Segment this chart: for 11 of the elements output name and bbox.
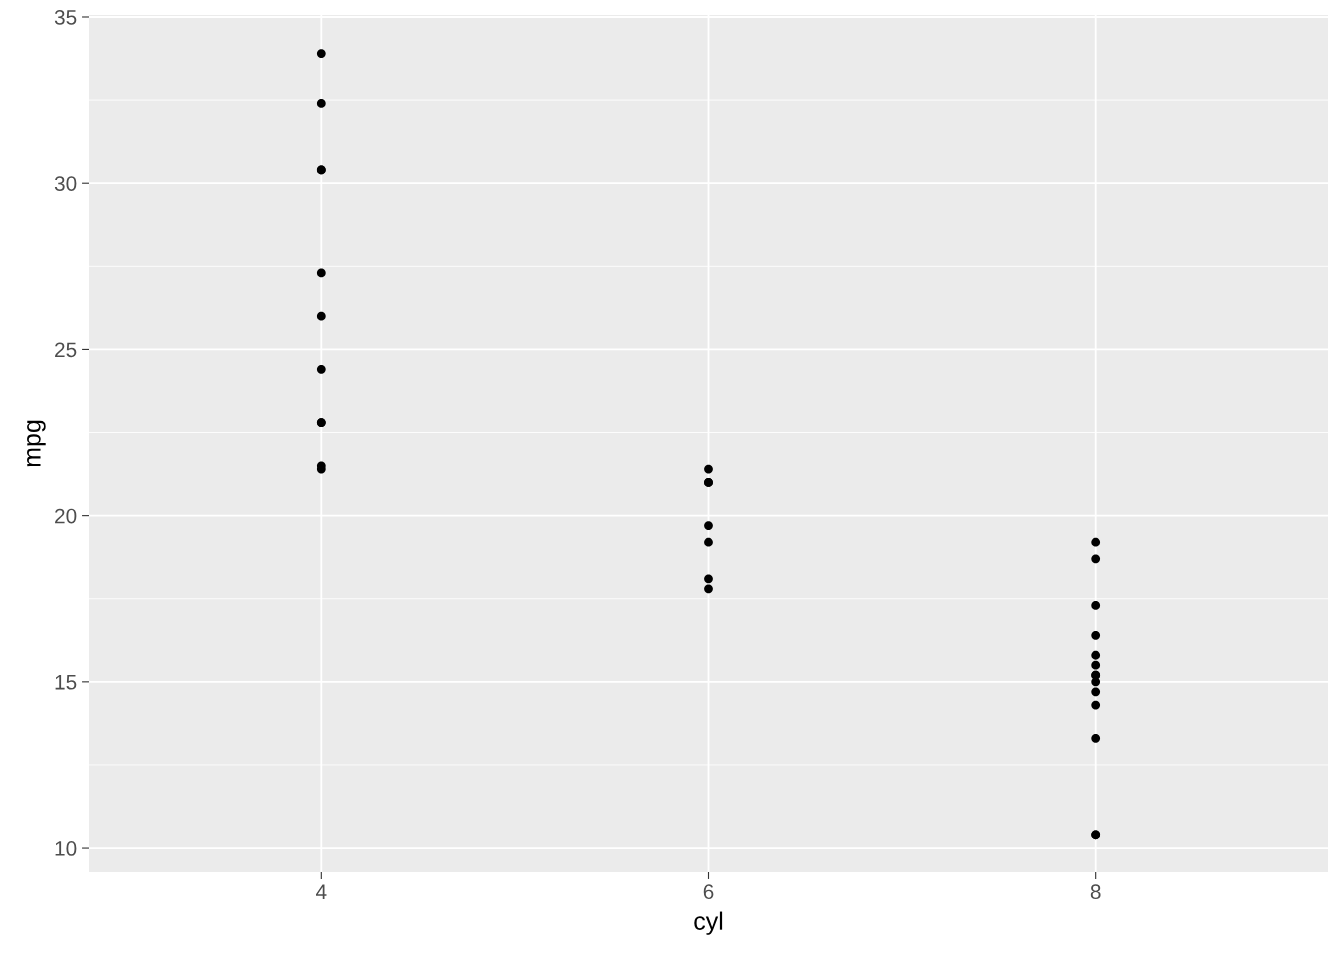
- x-tick-label: 4: [316, 884, 327, 899]
- y-tick-label: 25: [55, 342, 77, 358]
- y-tick-label: 10: [55, 841, 77, 856]
- y-tick-label: 20: [55, 508, 77, 524]
- y-tick-label: 35: [54, 10, 77, 25]
- x-tick-label: 8: [1090, 884, 1101, 900]
- x-tick-label: 6: [703, 884, 714, 900]
- y-axis-title: mpg: [27, 420, 46, 467]
- y-tick-label: 15: [55, 675, 77, 690]
- y-tick-label: 30: [54, 176, 77, 191]
- x-axis-title: cyl: [694, 911, 723, 935]
